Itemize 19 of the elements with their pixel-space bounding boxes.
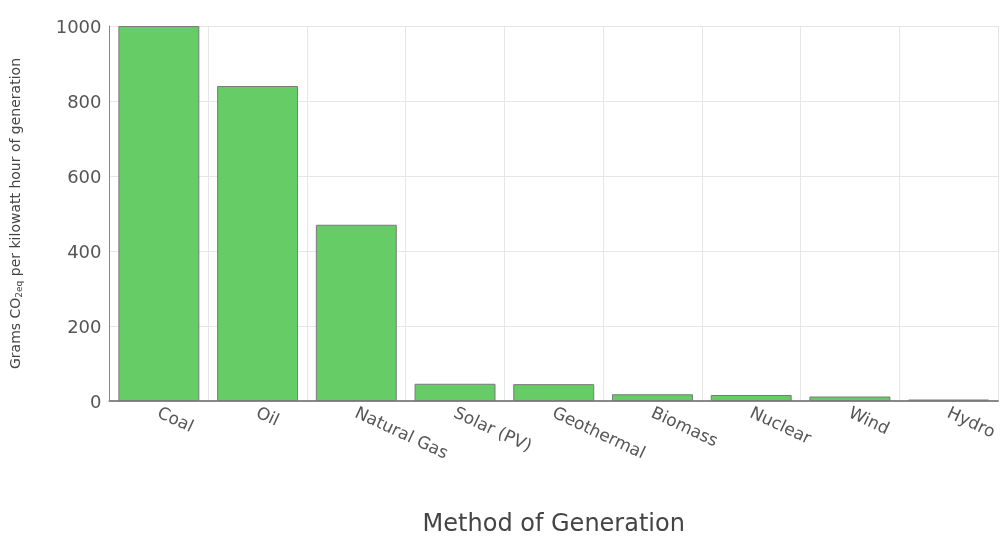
bar	[217, 86, 299, 401]
bar	[414, 383, 496, 401]
y-axis-title: Grams CO2eq per kilowatt hour of generation	[7, 58, 24, 370]
x-tick-label: Solar (PV)	[450, 401, 536, 456]
x-tick-label: Coal	[154, 401, 197, 436]
y-tick-label: 200	[67, 315, 102, 337]
x-tick-label: Oil	[253, 401, 283, 430]
y-tick-label: 1000	[55, 15, 102, 37]
y-tick-label: 400	[67, 240, 102, 262]
bar	[710, 395, 792, 401]
y-tick-label: 800	[67, 90, 102, 112]
y-tick-label: 0	[90, 390, 102, 412]
bar	[315, 224, 397, 401]
bar	[809, 396, 891, 401]
y-tick-label: 600	[67, 165, 102, 187]
bar	[513, 384, 595, 401]
x-axis-title: Method of Generation	[422, 509, 685, 537]
bar	[118, 26, 200, 401]
bar	[612, 394, 693, 401]
